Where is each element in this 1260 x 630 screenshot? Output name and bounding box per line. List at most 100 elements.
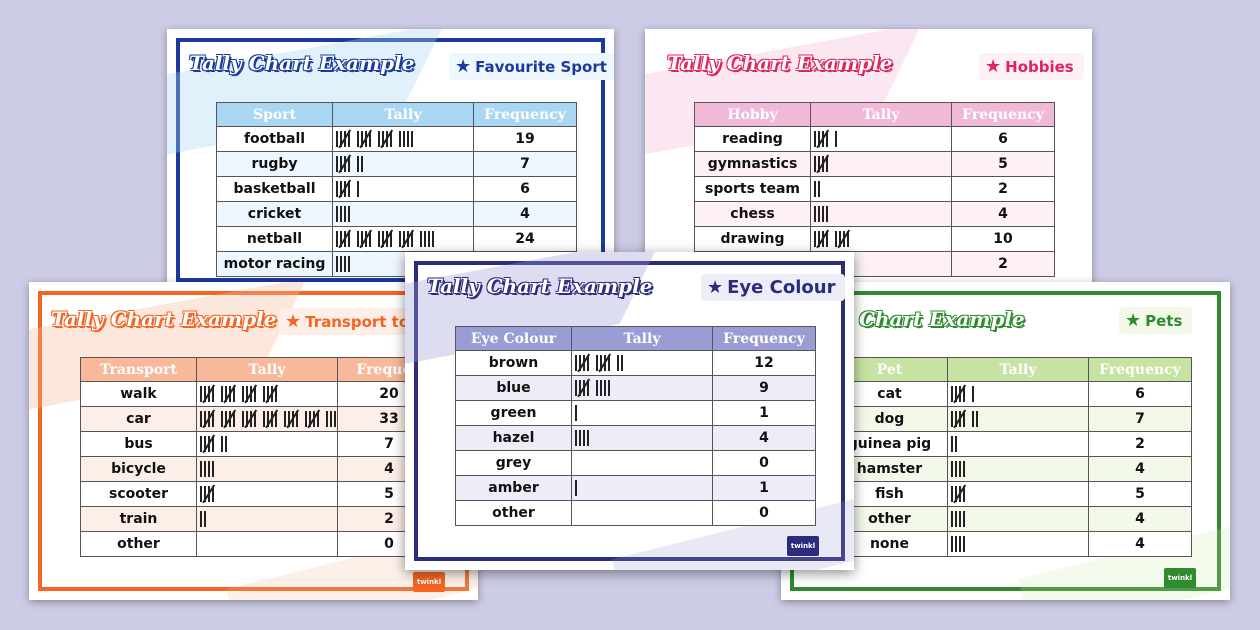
tally-marks <box>336 256 357 272</box>
row-frequency: 4 <box>951 201 1055 227</box>
row-frequency: 4 <box>1088 456 1192 482</box>
tally-marks <box>951 484 972 504</box>
row-label: blue <box>455 375 572 401</box>
row-frequency: 6 <box>473 176 577 202</box>
row-label: bus <box>80 431 197 457</box>
header-label: Sport <box>216 102 333 127</box>
row-tally <box>810 226 952 252</box>
row-label: walk <box>80 381 197 407</box>
table-row: cricket 4 <box>216 201 577 227</box>
tally-table: Eye Colour Tally Frequency brown 12 blue 9 gre… <box>455 326 816 526</box>
tally-table: Hobby Tally Frequency reading 6 gymnastics 5 s… <box>694 102 1055 277</box>
card-subtitle: ★ Pets <box>1119 307 1193 334</box>
table-row: grey 0 <box>455 450 816 476</box>
row-label: car <box>80 406 197 432</box>
row-frequency: 12 <box>712 350 816 376</box>
table-header-row: Hobby Tally Frequency <box>694 102 1055 127</box>
table-header-row: Sport Tally Frequency <box>216 102 577 127</box>
table-row: train 2 <box>80 506 441 532</box>
row-tally <box>196 456 338 482</box>
row-frequency: 9 <box>712 375 816 401</box>
card-transport: Tally Chart Example ★ Transport to Transp… <box>29 282 478 600</box>
tally-marks <box>814 206 835 222</box>
row-label: amber <box>455 475 572 501</box>
table-row: gymnastics 5 <box>694 151 1055 177</box>
table-row: drawing 10 <box>694 226 1055 252</box>
card-subtitle: ★ Transport to <box>279 308 420 335</box>
row-frequency: 19 <box>473 126 577 152</box>
tally-marks <box>200 461 221 477</box>
header-frequency: Frequency <box>1088 357 1192 382</box>
card-subtitle-text: Pets <box>1145 312 1183 330</box>
star-icon: ★ <box>707 277 724 298</box>
header-label: Eye Colour <box>455 326 572 351</box>
twinkl-logo: twinkl <box>413 572 445 592</box>
row-frequency: 2 <box>1088 431 1192 457</box>
card-subtitle: ★ Favourite Sport <box>449 53 614 80</box>
row-tally <box>947 406 1089 432</box>
row-tally <box>947 431 1089 457</box>
tally-marks <box>200 434 234 454</box>
twinkl-logo: twinkl <box>1164 568 1196 588</box>
tally-marks <box>814 181 827 197</box>
row-tally <box>810 201 952 227</box>
row-tally <box>196 506 338 532</box>
row-tally <box>947 531 1089 557</box>
table-row: chess 4 <box>694 201 1055 227</box>
tally-marks <box>336 129 420 149</box>
row-tally <box>332 151 474 177</box>
table-row: cat 6 <box>831 381 1192 407</box>
table-row: sports team 2 <box>694 176 1055 202</box>
tally-marks <box>336 229 441 249</box>
table-row: blue 9 <box>455 375 816 401</box>
card-title: Tally Chart Example <box>189 51 415 75</box>
tally-marks <box>951 436 964 452</box>
header-frequency: Frequency <box>473 102 577 127</box>
row-frequency: 4 <box>473 201 577 227</box>
twinkl-logo: twinkl <box>787 536 819 556</box>
table-row: other 0 <box>455 500 816 526</box>
header-label: Hobby <box>694 102 811 127</box>
card-subtitle-text: Transport to <box>305 313 410 331</box>
row-label: gymnastics <box>694 151 811 177</box>
table-row: fish 5 <box>831 481 1192 507</box>
row-tally <box>571 500 713 526</box>
tally-marks <box>200 511 213 527</box>
table-row: amber 1 <box>455 475 816 501</box>
tally-marks <box>814 129 844 149</box>
card-frame <box>414 261 845 561</box>
table-row: football 19 <box>216 126 577 152</box>
row-label: rugby <box>216 151 333 177</box>
row-label: basketball <box>216 176 333 202</box>
header-tally: Tally <box>196 357 338 382</box>
table-row: scooter 5 <box>80 481 441 507</box>
row-tally <box>810 176 952 202</box>
card-title: Tally Chart Example <box>427 274 653 298</box>
tally-marks <box>951 536 972 552</box>
row-label: grey <box>455 450 572 476</box>
card-favourite-sport: Tally Chart Example ★ Favourite Sport Spo… <box>167 29 614 291</box>
row-tally <box>947 506 1089 532</box>
row-label: bicycle <box>80 456 197 482</box>
tally-marks <box>200 409 337 429</box>
row-frequency: 6 <box>951 126 1055 152</box>
row-frequency: 7 <box>1088 406 1192 432</box>
row-tally <box>196 531 338 557</box>
tally-table: Pet Tally Frequency cat 6 dog 7 guinea pig 2 ham… <box>831 357 1192 557</box>
table-row: bus 7 <box>80 431 441 457</box>
tally-marks <box>336 179 366 199</box>
header-frequency: Frequency <box>951 102 1055 127</box>
row-frequency: 7 <box>473 151 577 177</box>
card-subtitle-text: Hobbies <box>1005 58 1074 76</box>
tally-table: Sport Tally Frequency football 19 rugby 7 bask… <box>216 102 577 277</box>
row-tally <box>196 481 338 507</box>
row-tally <box>332 176 474 202</box>
star-icon: ★ <box>285 311 302 332</box>
tally-marks <box>814 229 856 249</box>
row-tally <box>196 431 338 457</box>
row-frequency: 5 <box>951 151 1055 177</box>
table-row: car 33 <box>80 406 441 432</box>
header-frequency: Frequency <box>712 326 816 351</box>
table-row: hazel 4 <box>455 425 816 451</box>
header-tally: Tally <box>332 102 474 127</box>
